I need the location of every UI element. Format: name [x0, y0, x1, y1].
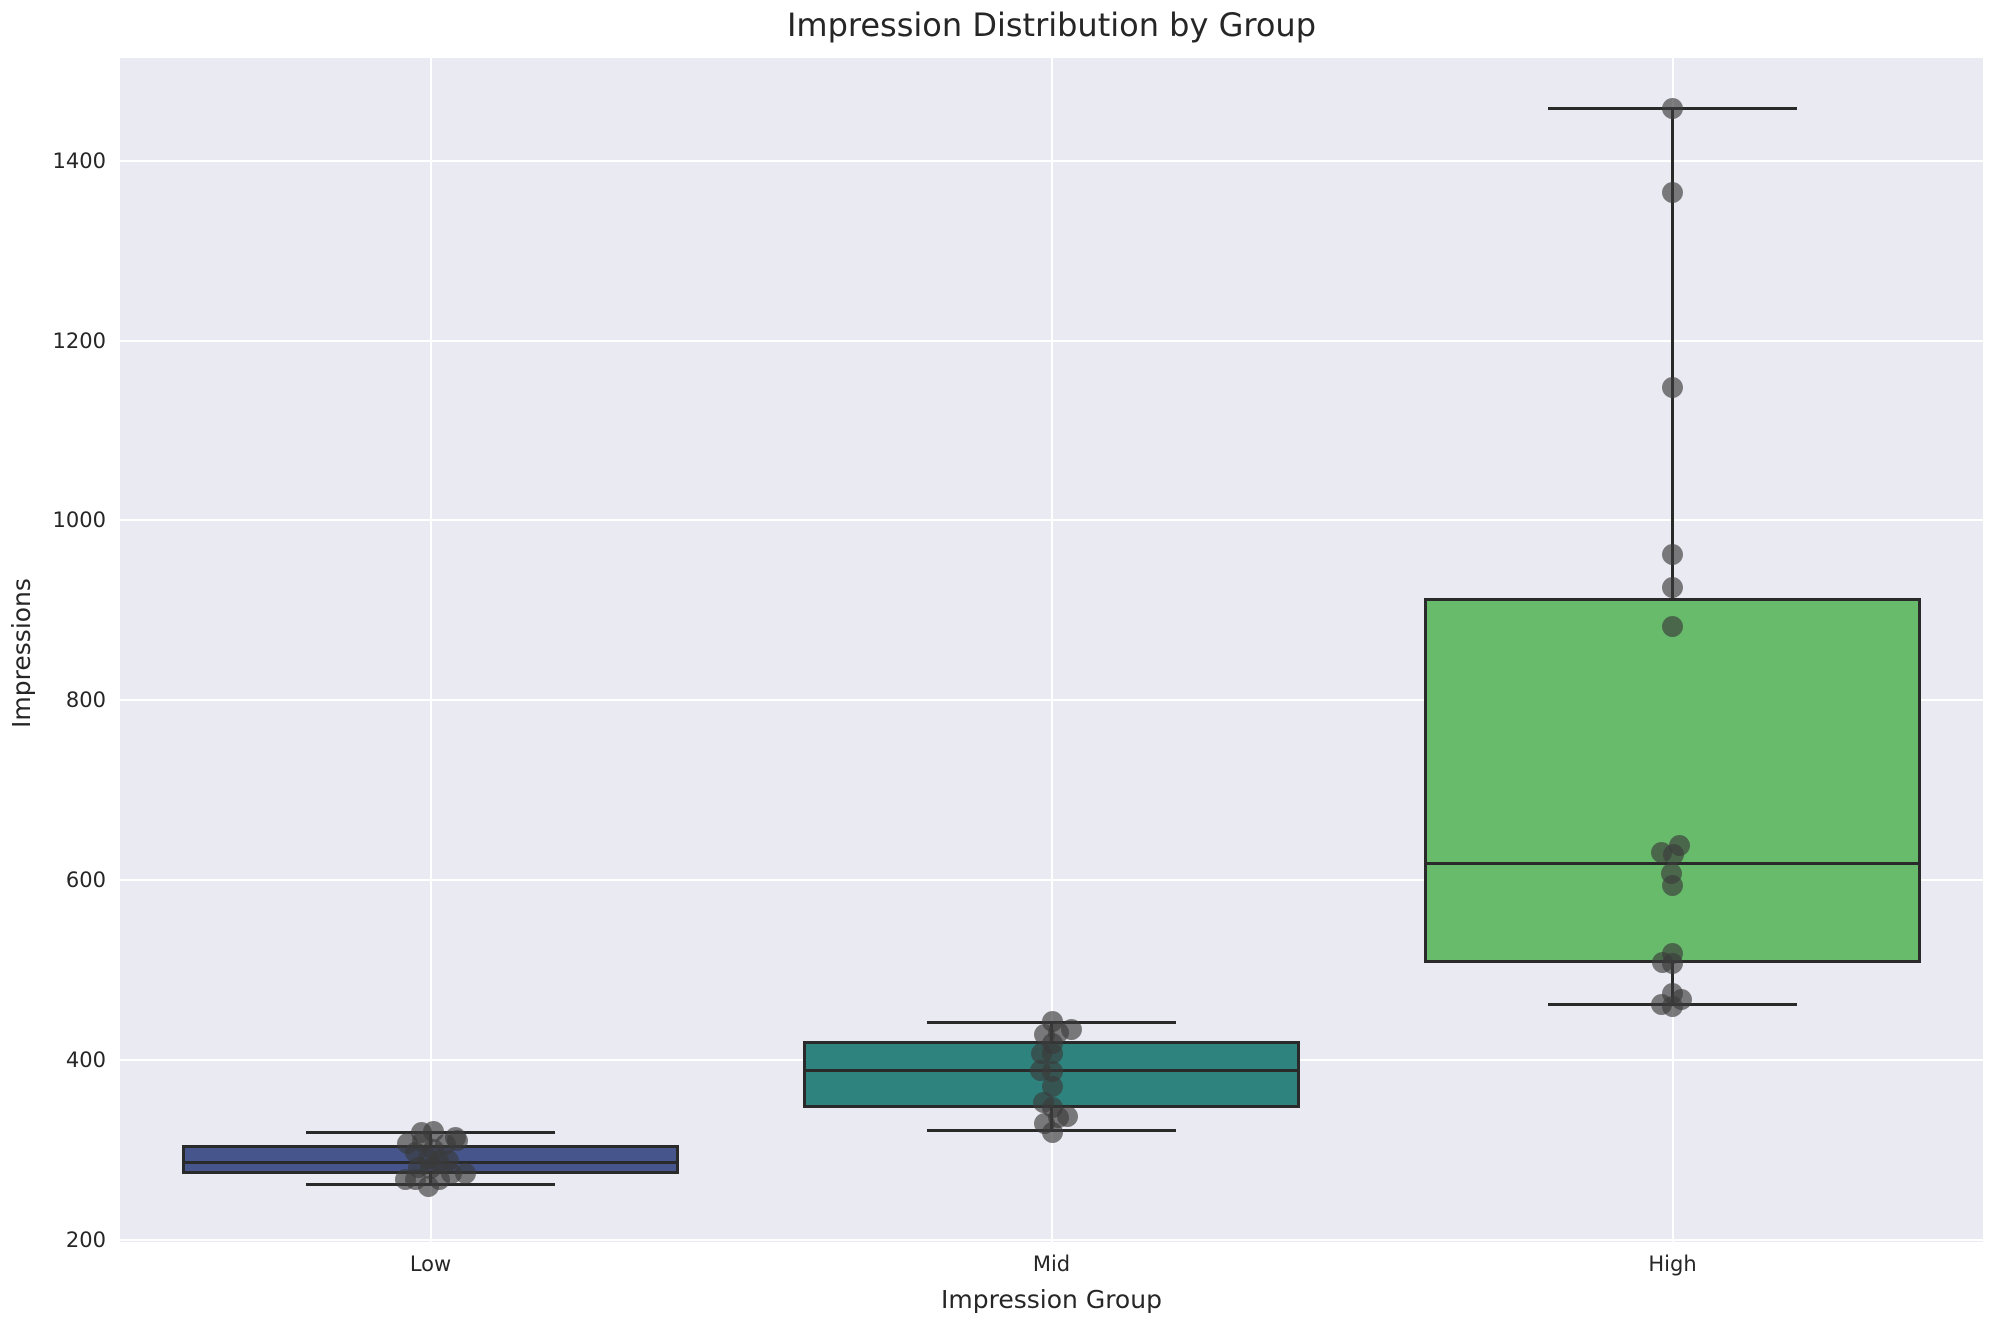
y-tick-label: 1200 — [52, 328, 106, 353]
y-tick-label: 1400 — [52, 148, 106, 173]
plot-area — [120, 58, 1983, 1242]
y-tick-label: 600 — [65, 868, 106, 893]
data-point-high — [1662, 953, 1683, 975]
data-point-mid — [1042, 1121, 1063, 1143]
data-point-mid — [1042, 1075, 1063, 1097]
data-point-low — [418, 1175, 439, 1197]
y-tick-label: 200 — [65, 1228, 106, 1253]
box-high — [1424, 597, 1921, 964]
data-point-high — [1662, 544, 1683, 566]
x-tick-label: Mid — [1032, 1252, 1071, 1276]
gridline-vertical — [429, 58, 432, 1242]
data-point-mid — [1042, 1043, 1063, 1065]
data-point-high — [1662, 995, 1683, 1017]
y-tick-label: 1000 — [52, 508, 106, 533]
x-tick-label: Low — [409, 1252, 452, 1276]
chart-title: Impression Distribution by Group — [786, 6, 1317, 44]
y-tick-label: 400 — [65, 1048, 106, 1073]
data-point-high — [1662, 376, 1683, 398]
whisker-upper-high — [1671, 108, 1674, 598]
x-axis-label: Impression Group — [941, 1285, 1162, 1314]
data-point-low — [455, 1163, 476, 1185]
x-tick-label: High — [1648, 1252, 1697, 1276]
data-point-high — [1662, 181, 1683, 203]
data-point-high — [1663, 843, 1684, 865]
gridline-vertical — [1050, 58, 1053, 1242]
y-tick-label: 800 — [65, 688, 106, 713]
data-point-high — [1662, 577, 1683, 599]
data-point-high — [1662, 97, 1683, 119]
data-point-high — [1662, 616, 1683, 638]
data-point-high — [1662, 875, 1683, 897]
